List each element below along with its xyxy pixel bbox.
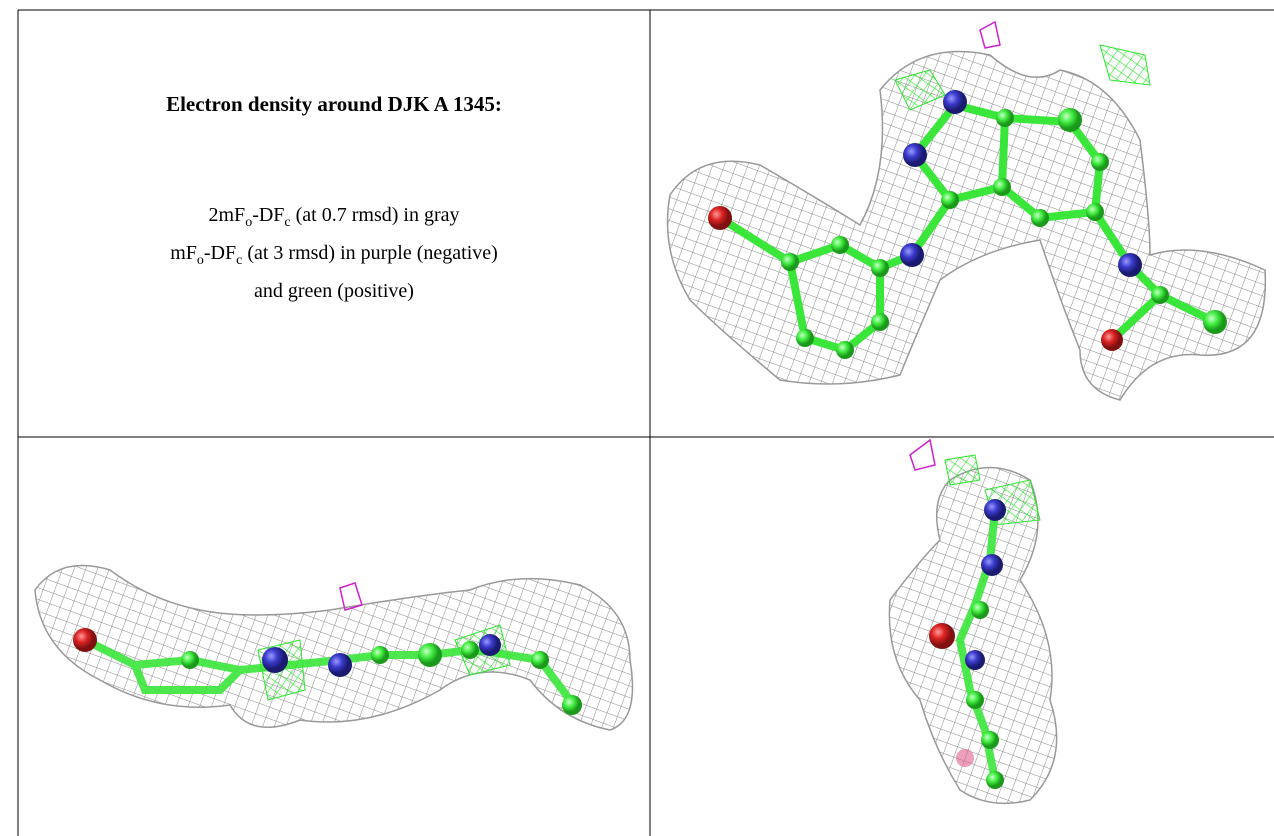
caption-line: and green (positive) — [18, 276, 650, 306]
caption-line: 2mFo-DFc (at 0.7 rmsd) in gray — [18, 200, 650, 238]
title: Electron density around DJK A 1345: — [18, 92, 650, 117]
page: Electron density around DJK A 1345: 2mFo… — [0, 0, 1274, 836]
caption-text: -DF — [204, 242, 236, 264]
caption-text: -DF — [252, 204, 284, 226]
density-view-side — [35, 566, 633, 731]
caption-text: (at 3 rmsd) in purple (negative) — [242, 242, 497, 264]
caption-text: (at 0.7 rmsd) in gray — [291, 204, 460, 226]
caption-text: mF — [170, 242, 197, 264]
caption-line: mFo-DFc (at 3 rmsd) in purple (negative) — [18, 238, 650, 276]
subscript: o — [197, 253, 204, 268]
caption-text: 2mF — [209, 204, 246, 226]
caption-text: and green (positive) — [254, 280, 414, 302]
density-view-top — [668, 22, 1266, 400]
figure — [0, 0, 1274, 836]
density-view-end — [889, 440, 1056, 803]
